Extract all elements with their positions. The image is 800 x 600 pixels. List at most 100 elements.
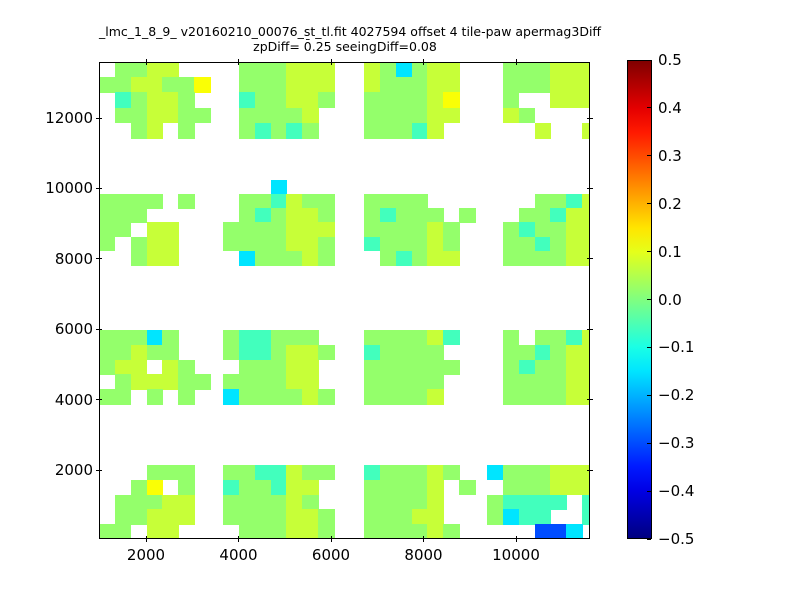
heatmap-cell <box>427 107 444 124</box>
axis-tick <box>423 59 424 65</box>
heatmap-cell <box>550 389 567 405</box>
heatmap-cell <box>379 344 397 361</box>
heatmap-cell <box>395 524 413 539</box>
heatmap-cell <box>427 236 444 252</box>
heatmap-cell <box>379 494 397 510</box>
heatmap-cell <box>566 77 583 93</box>
axis-tick <box>96 469 102 471</box>
heatmap-cell <box>270 208 287 223</box>
heatmap-cell <box>582 250 590 266</box>
heatmap-cell <box>534 494 551 510</box>
heatmap-cell <box>130 107 148 124</box>
heatmap-cell <box>550 494 567 510</box>
heatmap-cell <box>395 250 413 266</box>
y-tick-label: 10000 <box>45 179 93 198</box>
axis-tick <box>587 399 593 401</box>
heatmap-cell <box>302 344 319 361</box>
heatmap-cell <box>146 465 163 481</box>
heatmap-cell <box>379 222 397 238</box>
heatmap-cell <box>411 465 428 481</box>
heatmap-cell <box>302 236 319 252</box>
heatmap-cell <box>379 509 397 525</box>
heatmap-cell <box>534 236 551 252</box>
colorbar-tick <box>647 346 651 348</box>
heatmap-cell <box>395 359 413 375</box>
heatmap-cell <box>550 479 567 496</box>
colorbar-tick <box>647 203 651 205</box>
x-tick-label: 10000 <box>492 546 540 564</box>
heatmap-cell <box>411 344 428 361</box>
heatmap-cell <box>502 330 520 346</box>
heatmap-cell <box>302 122 319 139</box>
heatmap-cell <box>302 374 319 390</box>
heatmap-cell <box>427 524 444 539</box>
heatmap-cell <box>270 465 287 481</box>
heatmap-cell <box>427 509 444 525</box>
heatmap-cell <box>534 250 551 266</box>
heatmap-cell <box>146 236 163 252</box>
heatmap-cell <box>427 62 444 78</box>
heatmap-cell <box>114 62 132 78</box>
heatmap-cell <box>238 479 256 496</box>
heatmap-cell <box>223 330 240 346</box>
y-tick-label: 4000 <box>54 390 93 409</box>
heatmap-cell <box>395 107 413 124</box>
heatmap-cell <box>411 208 428 223</box>
axis-tick <box>145 59 147 65</box>
heatmap-cell <box>582 92 590 109</box>
heatmap-cell <box>534 62 551 78</box>
heatmap-cell <box>443 222 460 238</box>
x-tick-label: 4000 <box>219 546 258 564</box>
heatmap-cell <box>427 465 444 481</box>
heatmap-cell <box>502 62 520 78</box>
heatmap-cell <box>518 509 536 525</box>
colorbar-tick-label: 0.1 <box>658 242 682 261</box>
axis-tick <box>423 536 424 542</box>
heatmap-cell <box>302 250 319 266</box>
heatmap-cell <box>99 236 116 252</box>
axis-tick <box>587 328 593 330</box>
heatmap-cell <box>238 236 256 252</box>
heatmap-cell <box>99 389 116 405</box>
y-tick-label: 12000 <box>45 109 93 127</box>
heatmap-cell <box>379 359 397 375</box>
heatmap-cell <box>286 107 303 124</box>
heatmap-cell <box>534 208 551 223</box>
heatmap-cell <box>566 62 583 78</box>
heatmap-cell <box>146 107 163 124</box>
heatmap-cell <box>534 194 551 209</box>
heatmap-cell <box>130 92 148 109</box>
axis-tick <box>238 59 239 65</box>
colorbar-tick-label: 0.2 <box>658 194 682 213</box>
heatmap-cell <box>582 236 590 252</box>
axis-tick <box>587 469 593 471</box>
heatmap-cell <box>254 250 272 266</box>
chart-title-line2: zpDiff= 0̄.25 seeingDiff=0.08 <box>253 39 437 54</box>
heatmap-cell <box>379 107 397 124</box>
heatmap-cell <box>130 122 148 139</box>
heatmap-cell <box>178 374 195 390</box>
heatmap-cell <box>114 107 132 124</box>
heatmap-cell <box>254 494 272 510</box>
heatmap-cell <box>534 465 551 481</box>
heatmap-cell <box>518 236 536 252</box>
heatmap-cell <box>286 250 303 266</box>
y-tick-label: 8000 <box>54 249 93 268</box>
heatmap-cell <box>518 344 536 361</box>
heatmap-cell <box>566 208 583 223</box>
heatmap-cell <box>566 374 583 390</box>
heatmap-cell <box>379 330 397 346</box>
heatmap-cell <box>318 344 335 361</box>
heatmap-cell <box>162 344 179 361</box>
heatmap-cell <box>286 344 303 361</box>
heatmap-cell <box>286 222 303 238</box>
heatmap-cell <box>146 77 163 93</box>
heatmap-cell <box>534 389 551 405</box>
heatmap-cell <box>395 330 413 346</box>
heatmap-cell <box>223 374 240 390</box>
heatmap-cell <box>379 389 397 405</box>
heatmap-cell <box>550 77 567 93</box>
heatmap-cell <box>302 359 319 375</box>
heatmap-cell <box>238 62 256 78</box>
heatmap-cell <box>534 122 551 139</box>
